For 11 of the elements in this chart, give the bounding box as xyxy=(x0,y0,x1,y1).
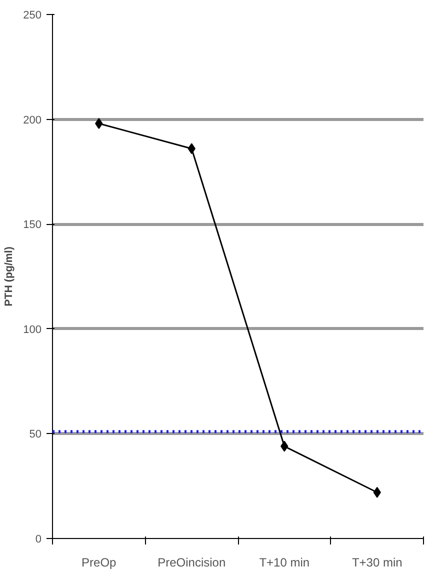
y-tick-label: 200 xyxy=(23,114,42,126)
y-axis-title: PTH (pg/ml) xyxy=(3,246,16,306)
x-tick-label: PreOincision xyxy=(158,556,226,570)
y-tick-label: 250 xyxy=(23,10,42,22)
y-tick-label: 50 xyxy=(29,428,42,441)
x-tick-label: T+30 min xyxy=(352,556,402,570)
y-tick-label: 150 xyxy=(23,219,42,232)
y-tick-label: 100 xyxy=(23,324,42,336)
y-tick-label: 0 xyxy=(35,534,42,546)
x-tick-label: T+10 min xyxy=(259,556,310,570)
x-tick-label: PreOp xyxy=(82,556,117,570)
